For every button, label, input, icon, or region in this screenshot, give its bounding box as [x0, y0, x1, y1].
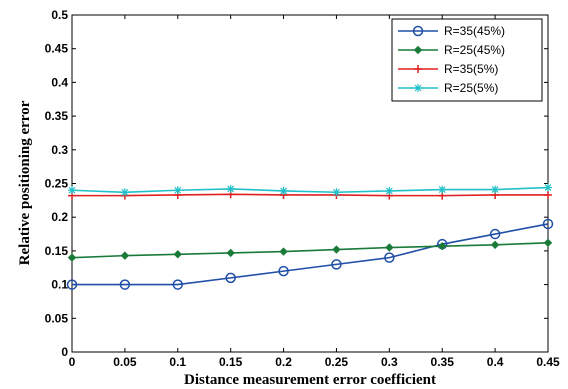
star-marker	[226, 184, 235, 193]
y-tick-label: 0.05	[45, 311, 69, 325]
legend: R=35(45%) R=25(45%) R=35(5%) R=25(5%)	[391, 18, 543, 102]
diamond-marker	[543, 238, 553, 248]
diamond-marker	[413, 45, 423, 55]
diamond-marker	[120, 251, 130, 260]
x-tick-label: 0.4	[487, 355, 504, 369]
diamond-marker	[332, 245, 341, 254]
y-tick-label: 0.1	[51, 278, 68, 292]
series-1	[67, 238, 553, 262]
legend-item: R=35(5%)	[398, 62, 498, 76]
legend-label: R=25(45%)	[444, 43, 505, 57]
circle-marker	[331, 259, 342, 270]
circle-marker	[172, 279, 184, 290]
diamond-marker	[67, 253, 77, 262]
series-group	[66, 183, 554, 290]
y-tick-label: 0.5	[51, 8, 68, 22]
series-3	[68, 183, 552, 197]
star-marker	[414, 84, 422, 92]
axis-ticks: 0 0.05 0.1 0.15 0.2 0.25 0.3 0.35 0.4 0.45 0 0.05 0.…	[45, 8, 560, 369]
circle-marker	[66, 279, 78, 290]
y-axis-label: Relative positioning error	[17, 100, 33, 265]
legend-label: R=25(5%)	[444, 81, 498, 95]
star-marker	[120, 188, 129, 197]
x-tick-label: 0.45	[536, 355, 560, 369]
legend-item: R=35(45%)	[398, 24, 505, 38]
x-tick-label: 0.35	[431, 355, 455, 369]
plus-marker	[544, 190, 552, 199]
diamond-marker	[490, 240, 500, 250]
y-tick-label: 0.3	[51, 143, 68, 157]
circle-marker	[412, 25, 424, 37]
star-marker	[173, 186, 182, 195]
y-tick-label: 0.45	[45, 42, 69, 56]
y-tick-label: 0.2	[51, 210, 68, 224]
star-marker	[332, 188, 341, 197]
star-marker	[68, 186, 76, 195]
circle-marker	[542, 218, 554, 230]
legend-item: R=25(5%)	[398, 81, 498, 95]
circle-marker	[278, 265, 289, 277]
series-line	[71, 242, 549, 259]
x-tick-label: 0.1	[169, 355, 186, 369]
legend-label: R=35(5%)	[444, 62, 498, 76]
star-marker	[385, 186, 394, 195]
diamond-marker	[279, 247, 288, 256]
star-marker	[438, 185, 447, 194]
star-marker	[491, 185, 500, 194]
circle-marker	[119, 279, 131, 290]
circle-marker	[489, 228, 501, 240]
y-tick-label: 0.25	[45, 177, 69, 191]
x-tick-label: 0.25	[325, 355, 349, 369]
star-marker	[279, 186, 288, 195]
circle-marker	[384, 252, 395, 263]
y-tick-label: 0	[61, 345, 68, 359]
x-tick-label: 0.3	[381, 355, 398, 369]
x-tick-label: 0.15	[219, 355, 243, 369]
x-tick-label: 0	[69, 355, 76, 369]
y-tick-label: 0.4	[51, 75, 68, 89]
diamond-marker	[226, 248, 235, 258]
x-tick-label: 0.05	[113, 355, 137, 369]
circle-marker	[225, 272, 236, 284]
series-0	[66, 218, 554, 290]
legend-label: R=35(45%)	[444, 24, 505, 38]
y-tick-label: 0.15	[45, 244, 69, 258]
diamond-marker	[173, 250, 182, 259]
x-axis-label: Distance measurement error coefficient	[184, 372, 436, 388]
diamond-marker	[385, 243, 394, 252]
diamond-marker	[438, 241, 447, 251]
star-marker	[544, 183, 552, 192]
series-line	[72, 193, 548, 197]
legend-item: R=25(45%)	[398, 43, 505, 57]
y-tick-label: 0.35	[45, 109, 69, 123]
series-line	[72, 223, 549, 286]
x-tick-label: 0.2	[275, 355, 292, 369]
plus-marker	[414, 65, 422, 73]
series-line	[71, 186, 549, 194]
